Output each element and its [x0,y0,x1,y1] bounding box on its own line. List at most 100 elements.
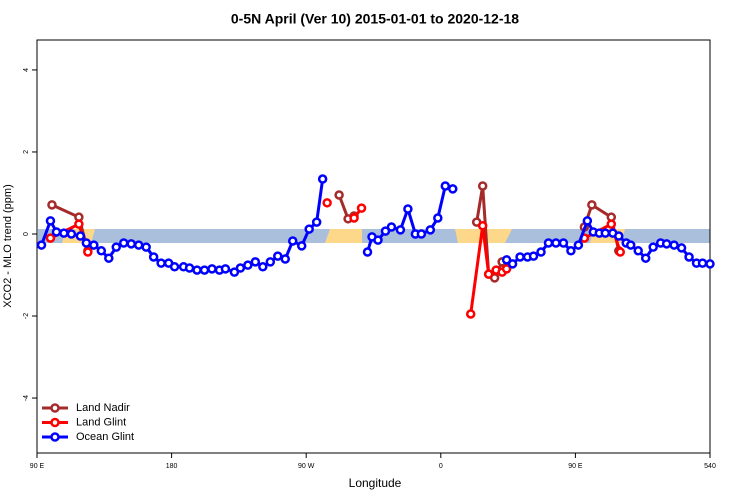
data-point [133,240,144,250]
data-point [235,263,246,273]
data-point [229,267,240,277]
legend-label: Ocean Glint [76,431,134,443]
data-point [317,174,328,184]
y-tick-label: -4 [23,395,30,401]
data-point [265,257,276,267]
x-tick-label: 90 E [30,463,45,470]
data-point [558,238,569,248]
y-tick-label: 2 [23,150,30,154]
data-point [425,225,436,235]
y-axis-label: XCO2 - MLO trend (ppm) [2,184,14,307]
data-point [633,246,643,256]
data-point [416,229,427,239]
data-point [528,251,539,261]
data-point [395,225,406,235]
data-point [551,238,561,248]
data-point [36,240,47,250]
data-point [199,265,210,275]
data-point [334,190,344,200]
data-point [515,252,525,262]
data-point [566,246,576,256]
data-point [440,181,451,191]
data-point [615,247,626,257]
data-point [362,247,373,257]
data-point [483,269,494,279]
data-point [45,233,56,243]
data-point [433,213,443,223]
data-point [477,181,488,191]
data-point [250,257,261,267]
data-point [640,253,651,263]
legend-label: Land Glint [76,416,126,428]
data-point [304,224,314,234]
data-point [83,247,93,257]
legend-marker [50,403,60,413]
data-point [258,262,268,272]
data-point [322,198,332,208]
band-highlight [325,229,362,243]
data-point [148,252,159,262]
data-point [273,251,283,261]
data-point [573,240,584,250]
data-point [207,264,217,274]
data-point [697,258,708,268]
data-point [220,264,231,274]
data-point [81,238,92,248]
data-point [156,258,166,268]
data-point [126,239,136,249]
data-point [606,219,617,229]
data-point [311,217,322,227]
legend-marker [50,432,60,442]
data-point [676,243,687,253]
data-point [536,247,546,257]
data-point [287,236,298,246]
x-tick-label: 0 [439,463,443,470]
data-point [465,309,476,319]
y-tick-label: -2 [23,313,30,319]
data-point [507,259,518,269]
data-point [280,254,291,264]
data-point [51,227,62,237]
data-point [184,263,195,273]
legend-label: Land Nadir [76,402,130,414]
data-point [684,252,694,262]
data-point [501,264,512,274]
data-point [403,204,413,214]
y-tick-label: 4 [23,68,30,72]
data-point [45,216,56,226]
data-point [96,246,107,256]
data-point [543,238,554,248]
data-point [705,259,715,269]
data-point [614,231,624,241]
data-point [582,216,593,226]
x-tick-label: 540 [704,463,716,470]
data-point [118,238,129,248]
data-point [669,240,679,250]
data-point [648,242,658,252]
data-point [600,228,611,238]
data-point [380,226,391,236]
data-point [169,262,180,272]
data-point [59,228,69,238]
data-point [66,229,77,239]
data-point [477,221,488,231]
data-point [501,255,512,265]
data-point [356,203,367,213]
series-line [49,207,622,315]
data-point [111,242,122,252]
data-point [349,213,359,223]
data-point [296,241,307,251]
data-point [386,222,397,232]
data-point [74,219,84,229]
x-tick-label: 90 W [298,463,315,470]
data-point [587,200,597,210]
data-point [243,260,253,270]
data-point [141,242,151,252]
data-point [47,200,57,210]
x-tick-label: 90 E [568,463,583,470]
data-point [373,235,383,245]
x-tick-label: 180 [166,463,178,470]
data-point [192,265,202,275]
data-point [661,239,672,249]
